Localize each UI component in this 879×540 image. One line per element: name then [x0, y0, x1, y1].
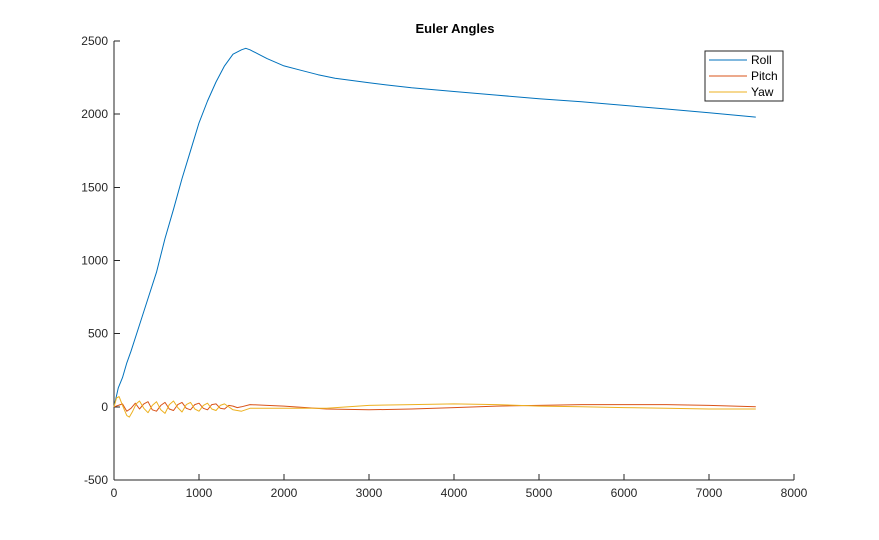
y-tick-label: -500	[84, 473, 108, 487]
y-tick-label: 0	[101, 400, 108, 414]
x-tick-label: 0	[111, 486, 118, 500]
x-tick-label: 6000	[611, 486, 638, 500]
legend-label-pitch: Pitch	[751, 69, 778, 83]
y-tick-label: 2500	[81, 34, 108, 48]
x-tick-label: 1000	[186, 486, 213, 500]
series-line-roll	[113, 47, 756, 407]
y-tick-label: 500	[88, 327, 108, 341]
x-tick-label: 2000	[271, 486, 298, 500]
legend-label-yaw: Yaw	[751, 85, 774, 99]
x-tick-label: 4000	[441, 486, 468, 500]
x-tick-label: 7000	[696, 486, 723, 500]
y-tick-label: 1000	[81, 254, 108, 268]
chart-title: Euler Angles	[416, 21, 495, 36]
y-tick-label: 1500	[81, 180, 108, 194]
series-line-yaw	[113, 396, 756, 418]
x-tick-label: 5000	[526, 486, 553, 500]
plot-area	[113, 47, 756, 418]
y-tick-label: 2000	[81, 107, 108, 121]
axes: 0 1000 2000 3000 4000 5000 6000 7000 8000-500050…	[81, 34, 807, 500]
legend: Roll Pitch Yaw	[704, 50, 784, 102]
x-tick-label: 8000	[781, 486, 808, 500]
series-line-pitch	[113, 401, 756, 412]
legend-label-roll: Roll	[751, 53, 772, 67]
x-tick-label: 3000	[356, 486, 383, 500]
